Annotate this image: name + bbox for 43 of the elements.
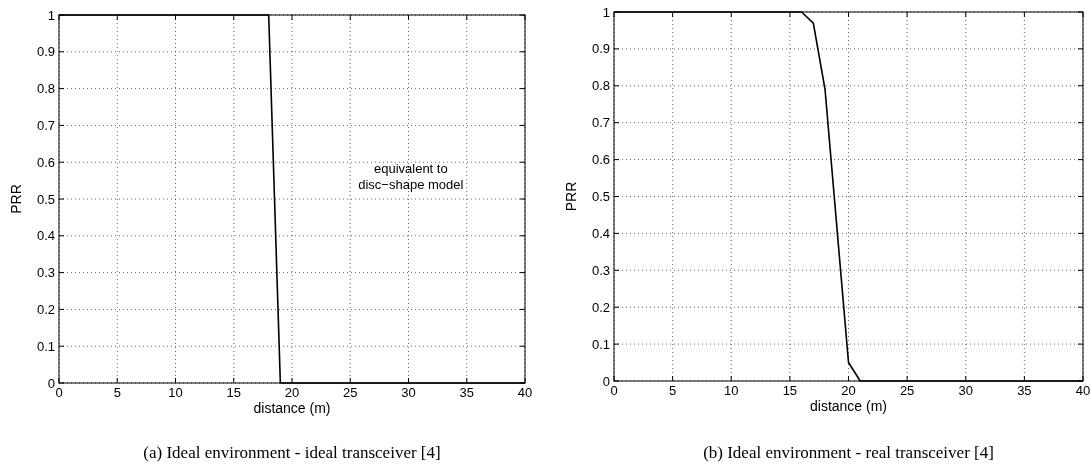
x-tick-label: 35 [1017, 383, 1032, 398]
x-tick-label: 15 [226, 385, 241, 400]
y-tick-label: 0.5 [591, 189, 610, 205]
annotation: equivalent to disc−shape model [358, 161, 464, 193]
y-tick-label: 0.7 [591, 115, 610, 131]
x-tick-label: 20 [284, 385, 300, 400]
x-tick-label: 30 [958, 383, 973, 398]
y-tick-label: 0.1 [36, 338, 55, 354]
y-tick-label: 0.4 [36, 228, 55, 244]
y-tick-label: 0.6 [36, 154, 55, 170]
y-tick-label: 1 [47, 7, 55, 23]
y-tick-label: 0.7 [36, 117, 55, 133]
x-tick-label: 40 [517, 385, 533, 400]
text: (a) Ideal environment - ideal transceiver [4] [143, 443, 441, 462]
y-tick-label: 0.4 [591, 225, 610, 241]
y-axis-title: PRR [8, 184, 24, 214]
y-tick-label: 0.8 [591, 78, 610, 94]
y-tick-label: 0.9 [591, 41, 610, 57]
x-tick-label: 35 [459, 385, 474, 400]
y-tick-label: 0.3 [36, 265, 55, 281]
y-tick-label: 0.6 [591, 152, 610, 168]
x-tick-label: 25 [899, 383, 915, 398]
y-tick-label: 1 [602, 4, 610, 20]
x-tick-label: 30 [401, 385, 416, 400]
x-tick-label: 10 [724, 383, 739, 398]
y-tick-label: 0.8 [36, 81, 55, 97]
x-axis-title: distance (m) [253, 400, 331, 416]
x-tick-label: 40 [1075, 383, 1091, 398]
y-tick-label: 0.1 [591, 336, 610, 352]
y-tick-label: 0.2 [591, 299, 610, 315]
x-tick-label: 25 [343, 385, 358, 400]
x-tick-label: 5 [113, 385, 121, 400]
y-tick-label: 0.3 [591, 262, 610, 278]
x-tick-label: 10 [168, 385, 183, 400]
y-tick-label: 0.2 [36, 301, 55, 317]
x-tick-label: 20 [841, 383, 856, 398]
x-axis-title: distance (m) [809, 398, 888, 414]
y-axis-title: PRR [563, 181, 579, 212]
y-tick-label: 0.5 [36, 191, 55, 207]
x-tick-label: 15 [782, 383, 798, 398]
y-tick-label: 0.9 [36, 44, 55, 60]
x-tick-label: 5 [669, 383, 677, 398]
text: (b) Ideal environment - real transceiver [4] [703, 443, 994, 462]
